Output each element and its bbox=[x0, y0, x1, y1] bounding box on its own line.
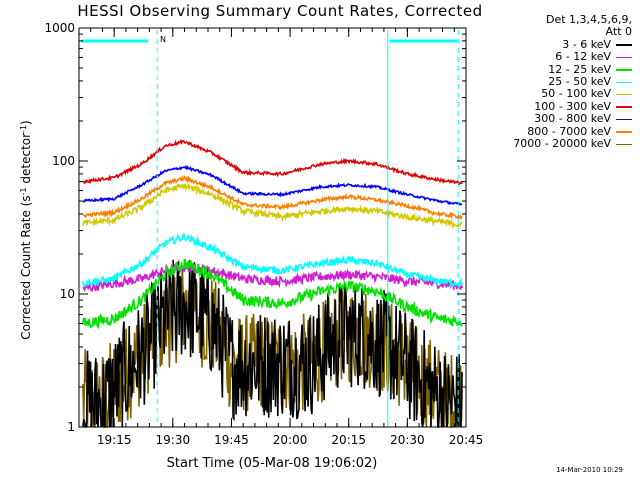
series-line bbox=[82, 259, 463, 428]
series-line bbox=[82, 139, 463, 186]
legend-entry: 25 - 50 keV bbox=[472, 75, 632, 89]
x-axis-ticks: 19:15 19:30 19:45 20:00 20:15 20:30 20:45 bbox=[78, 28, 484, 447]
vertical-markers bbox=[156, 30, 459, 427]
legend-entry-label: 3 - 6 keV bbox=[562, 37, 611, 51]
series-line bbox=[82, 232, 463, 289]
x-tick-label: 20:45 bbox=[449, 433, 484, 447]
series-line bbox=[82, 259, 463, 330]
legend-swatch bbox=[616, 106, 632, 108]
x-tick-label: 20:15 bbox=[331, 433, 366, 447]
legend-swatch bbox=[616, 131, 632, 133]
legend-entry-label: 50 - 100 keV bbox=[541, 87, 611, 101]
legend-header-line-1: Det 1,3,4,5,6,9, bbox=[545, 13, 632, 26]
y-axis-ticks: 1 10 100 1000 bbox=[44, 21, 466, 434]
series-line bbox=[82, 182, 463, 230]
legend-entry-label: 12 - 25 keV bbox=[548, 62, 611, 76]
x-tick-label: 19:45 bbox=[214, 433, 249, 447]
legend-entry: 300 - 800 keV bbox=[472, 112, 632, 126]
y-axis-label: Corrected Count Rate (s-1 detector-1) bbox=[19, 120, 34, 339]
legend-entry: 12 - 25 keV bbox=[472, 62, 632, 76]
legend-entries: 3 - 6 keV 6 - 12 keV 12 - 25 keV 25 - 50 ke… bbox=[472, 37, 632, 151]
y-tick-label: 100 bbox=[52, 154, 75, 168]
legend-entry: 100 - 300 keV bbox=[472, 99, 632, 113]
timestamp: 14-Mar-2010 10:29 bbox=[556, 466, 623, 474]
legend-swatch bbox=[616, 118, 632, 121]
legend-entry-label: 300 - 800 keV bbox=[534, 112, 611, 126]
legend-entry: 3 - 6 keV bbox=[472, 37, 632, 51]
series-layer bbox=[82, 139, 463, 428]
x-axis-label: Start Time (05-Mar-08 19:06:02) bbox=[167, 456, 378, 471]
x-tick-label: 20:30 bbox=[390, 433, 425, 447]
y-tick-label: 10 bbox=[60, 287, 75, 301]
legend-entry: 7000 - 20000 keV bbox=[472, 137, 632, 151]
x-tick-label: 19:30 bbox=[156, 433, 191, 447]
y-tick-label: 1000 bbox=[44, 21, 75, 35]
legend-swatch bbox=[616, 81, 632, 83]
legend-entry-label: 7000 - 20000 keV bbox=[513, 137, 611, 151]
series-line bbox=[82, 164, 463, 206]
series-line bbox=[82, 174, 463, 220]
x-tick-label: 20:00 bbox=[273, 433, 308, 447]
legend-header-line-2: Att 0 bbox=[605, 25, 632, 39]
legend-swatch bbox=[616, 143, 632, 145]
legend-entry-label: 100 - 300 keV bbox=[534, 99, 611, 113]
legend-entry-label: 25 - 50 keV bbox=[548, 75, 611, 89]
series-line bbox=[82, 262, 463, 293]
legend-entry: 800 - 7000 keV bbox=[472, 124, 632, 138]
legend-entry: 6 - 12 keV bbox=[472, 50, 632, 64]
flag-label: N bbox=[160, 35, 166, 44]
legend-swatch bbox=[616, 44, 632, 46]
chart-title: HESSI Observing Summary Count Rates, Cor… bbox=[77, 2, 483, 20]
legend-swatch bbox=[616, 93, 632, 96]
legend-swatch bbox=[616, 56, 632, 59]
legend-swatch bbox=[616, 69, 632, 71]
plot-frame bbox=[78, 27, 467, 428]
legend-entry-label: 800 - 7000 keV bbox=[527, 124, 611, 138]
legend: Det 1,3,4,5,6,9, Att 0 3 - 6 keV 6 - 12 k… bbox=[472, 13, 632, 151]
y-tick-label: 1 bbox=[67, 420, 75, 434]
legend-entry-label: 6 - 12 keV bbox=[555, 50, 611, 64]
x-tick-label: 19:15 bbox=[97, 433, 132, 447]
legend-entry: 50 - 100 keV bbox=[472, 88, 632, 100]
